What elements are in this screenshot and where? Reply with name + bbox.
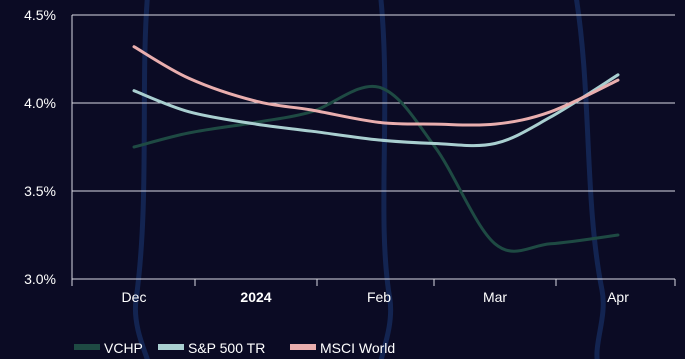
y-tick-label: 4.0% xyxy=(24,95,56,111)
x-tick-label: Dec xyxy=(122,289,147,305)
series-line-vchp xyxy=(132,84,620,253)
chart-legend[interactable]: VCHP S&P 500 TR MSCI World xyxy=(74,340,395,356)
background-decoration xyxy=(132,0,606,359)
background-arc xyxy=(132,0,150,359)
chart-series xyxy=(132,45,620,253)
y-tick-label: 3.5% xyxy=(24,183,56,199)
x-tick-label: Apr xyxy=(607,289,629,305)
chart-axes: 3.0% 3.5% 4.0% 4.5% Dec 2024 Feb Mar Apr xyxy=(24,7,676,305)
legend-item-msci-world[interactable]: MSCI World xyxy=(290,340,395,356)
series-line-msci-world xyxy=(132,45,620,127)
legend-label: MSCI World xyxy=(320,340,395,356)
background-arc xyxy=(574,0,606,359)
legend-item-s-p-500-tr[interactable]: S&P 500 TR xyxy=(158,340,265,356)
y-tick-label: 4.5% xyxy=(24,7,56,23)
background-arc xyxy=(378,0,394,359)
legend-swatch xyxy=(158,344,184,350)
legend-swatch xyxy=(290,344,316,350)
legend-label: VCHP xyxy=(104,340,143,356)
legend-item-vchp[interactable]: VCHP xyxy=(74,340,143,356)
x-tick-label: 2024 xyxy=(240,289,271,305)
legend-label: S&P 500 TR xyxy=(188,340,265,356)
x-tick-label: Feb xyxy=(367,289,391,305)
series-line-s-p-500-tr xyxy=(132,73,620,148)
x-tick-label: Mar xyxy=(483,289,507,305)
y-tick-label: 3.0% xyxy=(24,271,56,287)
legend-swatch xyxy=(74,344,100,350)
